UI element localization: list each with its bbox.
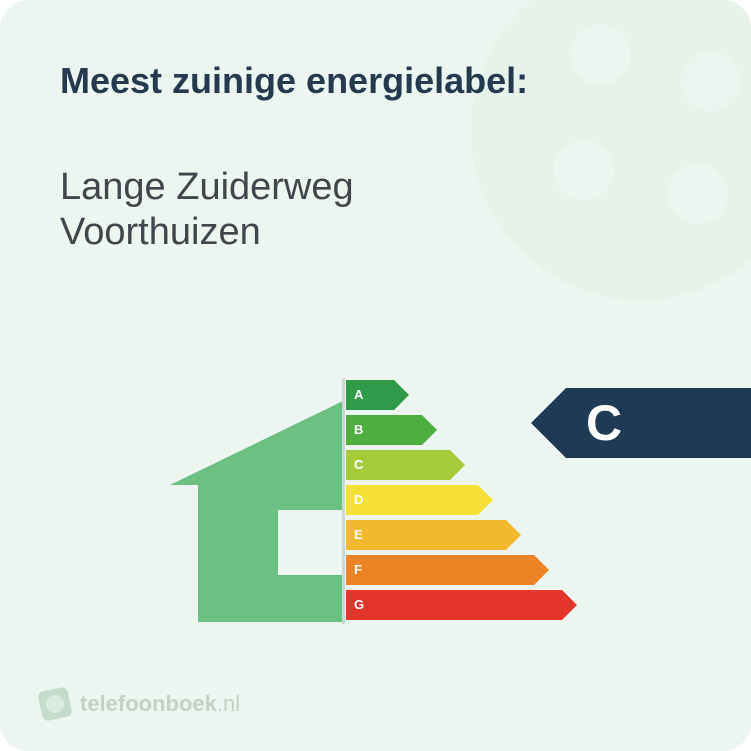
energy-bars: A B C D E F G [346,380,562,625]
watermark-disc [471,0,751,300]
bar-letter: D [354,492,363,507]
card-title: Meest zuinige energielabel: [60,60,528,102]
chart-divider [342,378,345,624]
bar-letter: F [354,562,362,577]
brand-tld: .nl [217,691,240,716]
bar-fill [346,485,478,515]
brand-name: telefoonboek [80,691,217,716]
bar-letter: C [354,457,363,472]
selected-label-letter: C [586,394,622,452]
street-name: Lange Zuiderweg [60,166,354,208]
energy-bar-g: G [346,590,562,620]
energy-bar-a: A [346,380,562,410]
city-name: Voorthuizen [60,211,261,253]
brand-logo-icon [37,686,73,722]
brand-text: telefoonboek.nl [80,691,240,717]
bar-letter: G [354,597,364,612]
bar-fill [346,555,534,585]
tag-body: C [566,388,751,458]
address-block: Lange Zuiderweg Voorthuizen [60,165,354,255]
footer-brand: telefoonboek.nl [40,689,240,719]
bar-letter: E [354,527,363,542]
bar-fill [346,520,506,550]
energy-bar-b: B [346,415,562,445]
bar-letter: B [354,422,363,437]
energy-label-card: Meest zuinige energielabel: Lange Zuider… [0,0,751,751]
energy-bar-f: F [346,555,562,585]
energy-bar-e: E [346,520,562,550]
selected-label-tag: C [531,388,751,458]
tag-arrow [531,388,566,458]
energy-bar-d: D [346,485,562,515]
energy-chart: A B C D E F G [170,370,590,630]
house-icon [170,400,345,627]
bar-fill [346,590,562,620]
bar-letter: A [354,387,363,402]
energy-bar-c: C [346,450,562,480]
